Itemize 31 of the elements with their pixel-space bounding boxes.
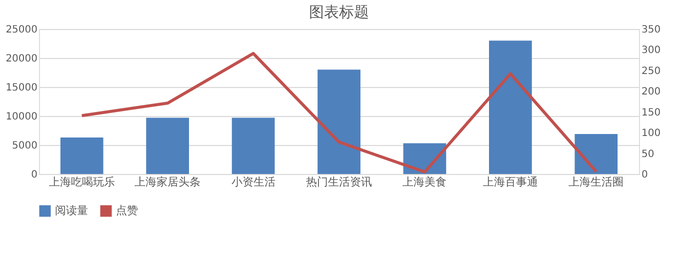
y-tick-label: 0 xyxy=(31,170,38,180)
x-tick-label: 上海吃喝玩乐 xyxy=(48,176,115,188)
legend-label: 点赞 xyxy=(116,204,138,217)
y2-tick-label: 50 xyxy=(642,148,654,160)
line-series xyxy=(80,52,598,174)
bar xyxy=(574,134,618,174)
x-tick-label: 热门生活资讯 xyxy=(306,176,372,188)
y-tick-label: 20000 xyxy=(6,54,38,64)
bar xyxy=(232,118,275,174)
x-tick-label: 上海生活圈 xyxy=(568,176,624,188)
bar xyxy=(318,70,360,174)
bar xyxy=(60,137,104,174)
bar xyxy=(489,40,532,174)
chart-title: 图表标题 xyxy=(309,3,369,21)
y-tick-label: 10000 xyxy=(6,112,38,122)
x-tick-label: 上海百事通 xyxy=(482,176,538,188)
x-tick-label: 上海家居头条 xyxy=(134,176,201,188)
y2-tick-label: 300 xyxy=(642,45,661,56)
legend-label: 阅读量 xyxy=(55,204,88,217)
x-tick-label: 小资生活 xyxy=(231,176,276,188)
x-tick-label: 上海美食 xyxy=(402,176,447,188)
bar xyxy=(146,118,189,174)
y2-tick-label: 0 xyxy=(642,170,648,180)
y2-tick-label: 350 xyxy=(642,24,661,36)
y-tick-label: 5000 xyxy=(12,140,38,152)
y2-tick-label: 100 xyxy=(642,128,661,140)
y2-tick-label: 200 xyxy=(642,86,661,98)
y2-tick-label: 150 xyxy=(642,107,661,118)
y-tick-label: 15000 xyxy=(6,82,38,94)
y-tick-label: 25000 xyxy=(6,24,38,36)
y2-tick-label: 250 xyxy=(642,66,661,77)
